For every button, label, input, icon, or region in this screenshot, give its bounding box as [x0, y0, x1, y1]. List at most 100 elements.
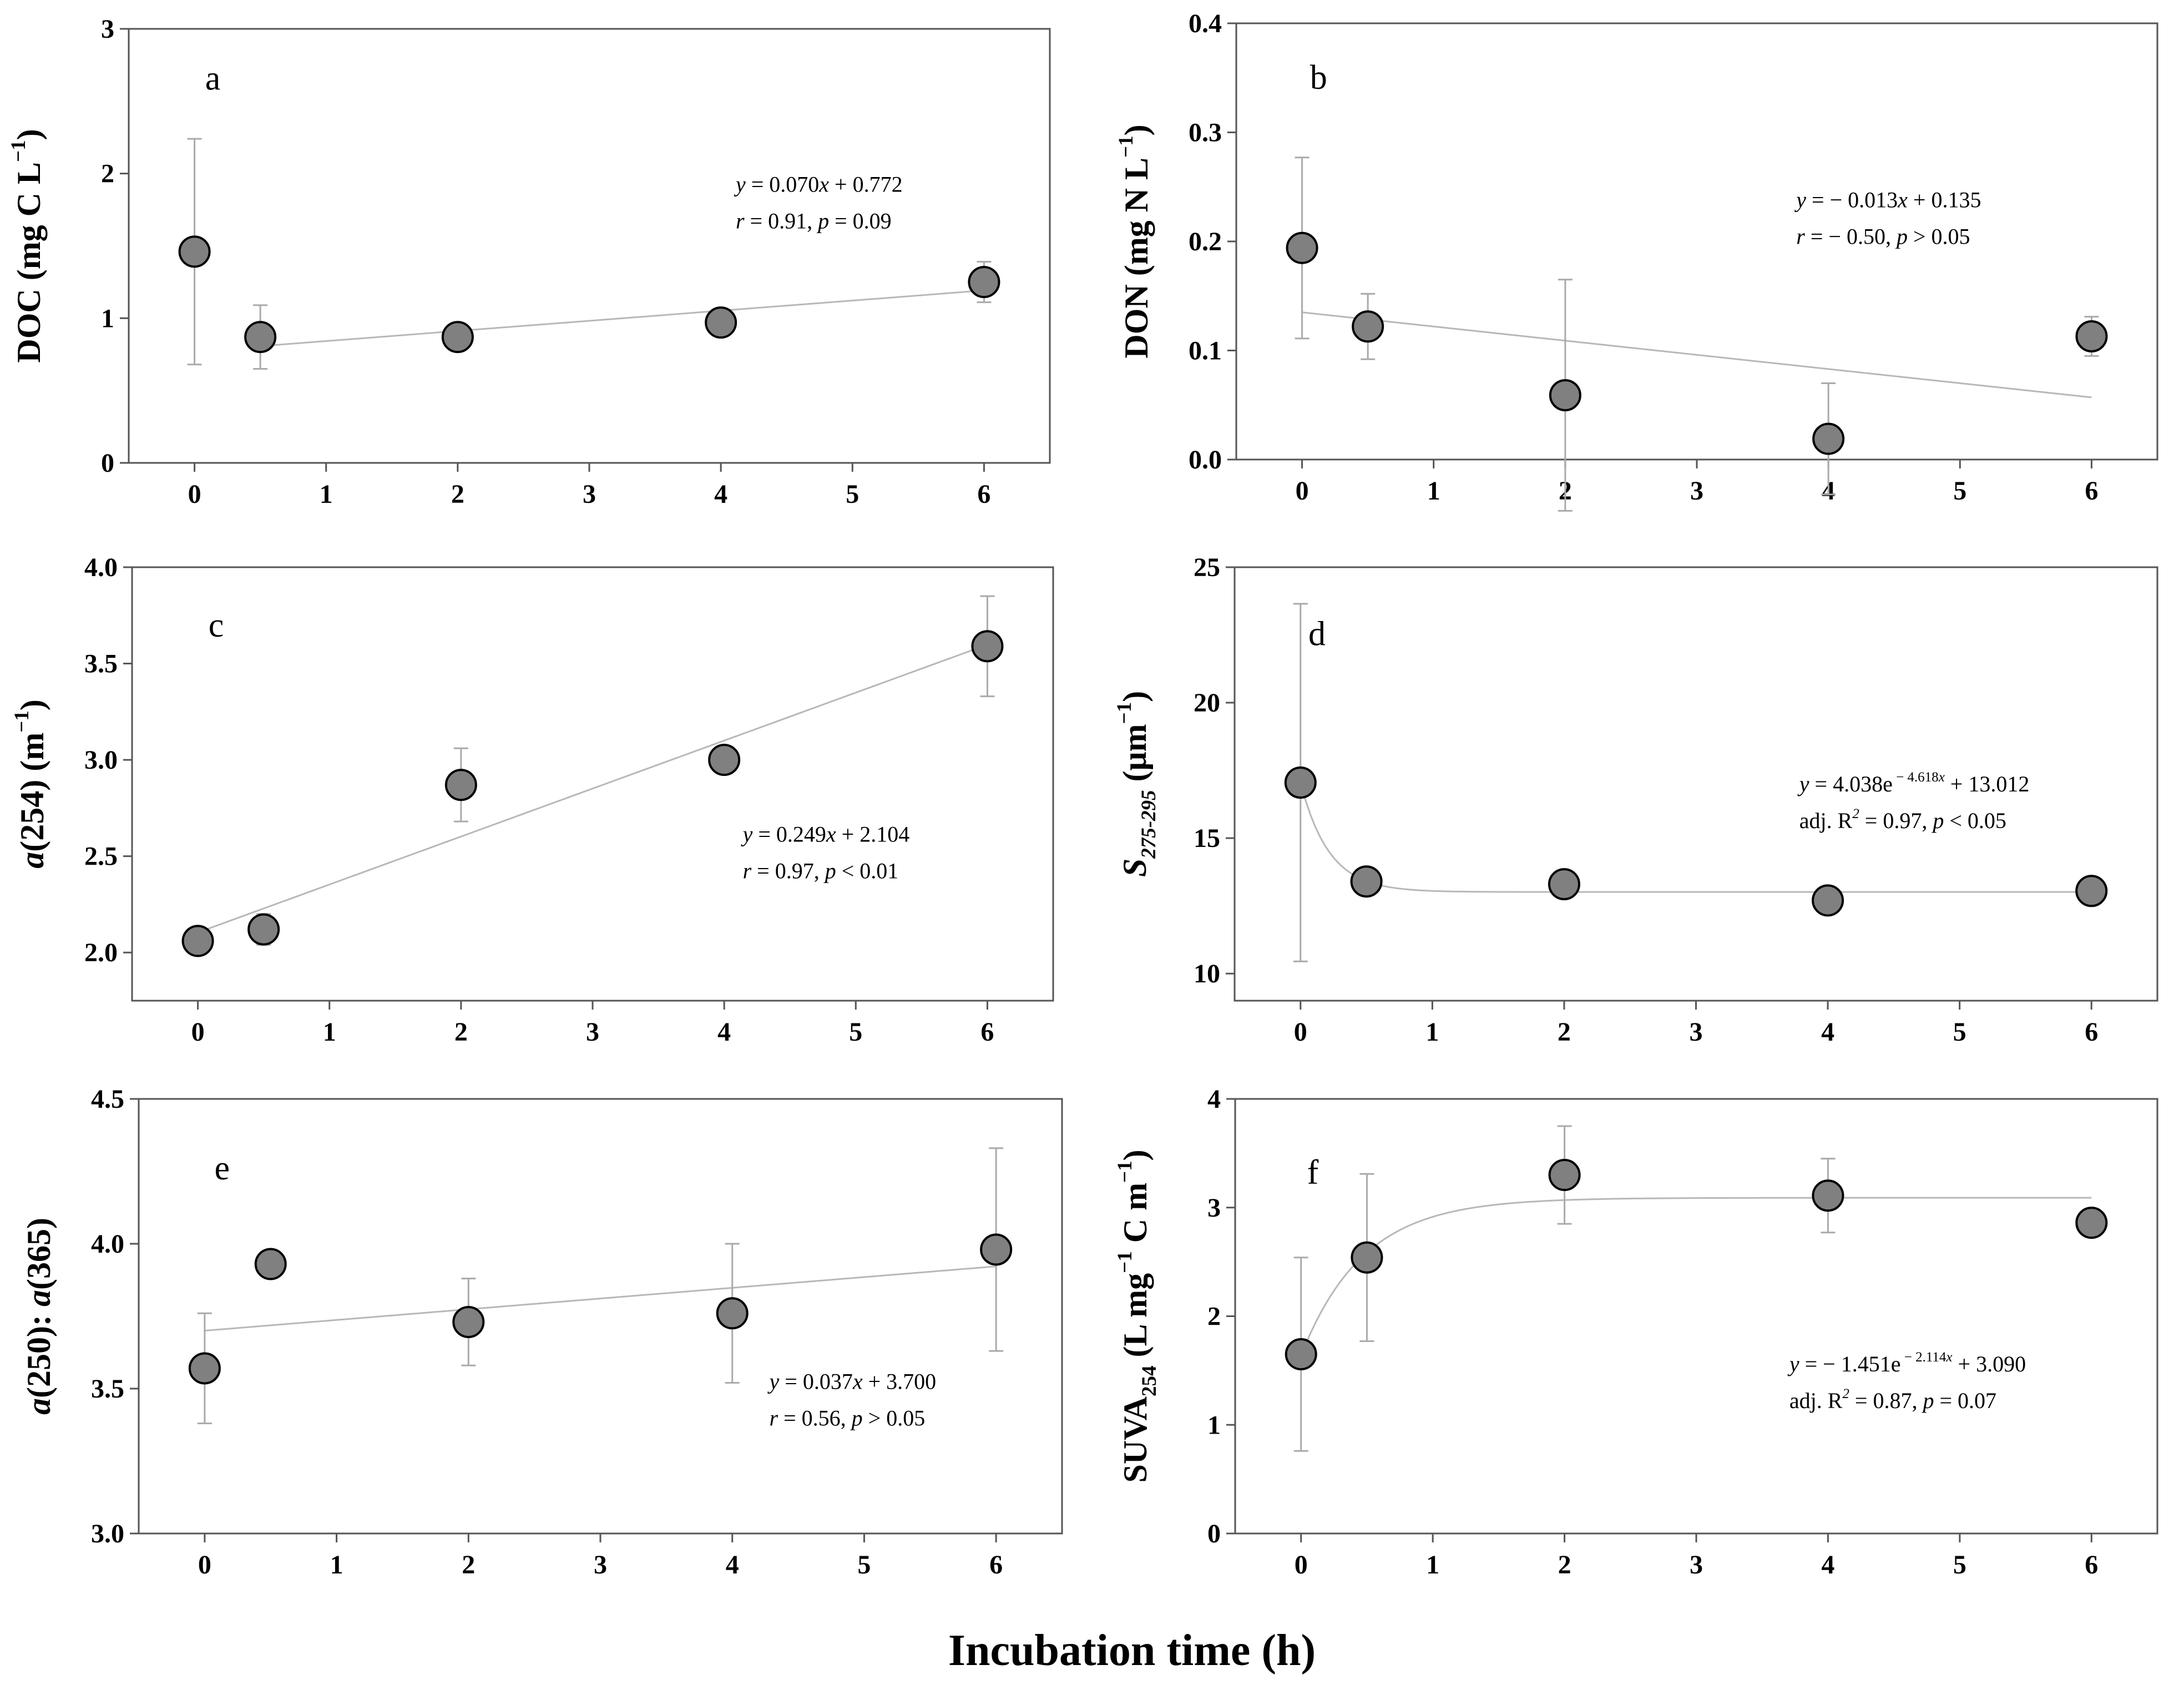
- y-tick-label: 0.4: [1189, 9, 1222, 38]
- x-tick-label: 5: [1953, 476, 1966, 506]
- text-part: = 4.038e: [1809, 771, 1893, 796]
- data-point: [705, 306, 737, 339]
- y-tick-label: 3.0: [84, 745, 118, 775]
- data-point: [2075, 1207, 2108, 1239]
- equation-line: r = − 0.50, p > 0.05: [1796, 224, 1970, 249]
- text-part: −1: [1114, 1161, 1136, 1183]
- text-part: > 0.05: [863, 1405, 926, 1430]
- fit-line: [1300, 782, 2092, 893]
- text-part: y: [767, 1369, 780, 1394]
- y-axis-label: DON (mg N L−1): [1115, 124, 1155, 358]
- x-tick-label: 4: [1821, 1017, 1834, 1047]
- text-part: + 2.104: [836, 821, 910, 846]
- data-point: [971, 630, 1004, 663]
- panel-e: 0 1 2 3 4 5 63.03.54.04.5a(250): a(365)ey = 0.…: [21, 1084, 1063, 1580]
- panel-letter: e: [214, 1149, 230, 1187]
- text-part: 254: [1138, 1366, 1161, 1397]
- text-part: = 0.91,: [745, 208, 818, 233]
- data-point: [1812, 422, 1845, 455]
- text-part: a: [21, 1398, 57, 1415]
- y-tick-label: 20: [1194, 688, 1220, 718]
- text-part: −1: [7, 140, 30, 162]
- text-part: = − 0.50,: [1805, 224, 1897, 249]
- equation-line: y = − 0.013x + 0.135: [1794, 188, 1981, 213]
- data-point: [1812, 884, 1844, 917]
- y-tick-label: 0: [101, 448, 114, 478]
- data-point: [452, 1305, 485, 1338]
- fit-line: [260, 289, 984, 347]
- y-tick-label: 2: [101, 159, 114, 189]
- text-part: = 0.07: [1934, 1388, 1996, 1413]
- data-point: [968, 266, 1000, 299]
- x-tick-label: 3: [1690, 1550, 1703, 1580]
- equation-line: y = 0.037x + 3.700: [767, 1369, 937, 1394]
- text-part: > 0.05: [1908, 224, 1970, 249]
- data-point: [1352, 310, 1384, 343]
- x-tick-label: 1: [1427, 476, 1440, 506]
- text-part: −1: [1113, 702, 1136, 724]
- text-part: < 0.01: [836, 858, 899, 883]
- x-tick-label: 1: [320, 480, 333, 509]
- x-tick-label: 5: [1953, 1017, 1966, 1047]
- text-part: p: [1895, 224, 1908, 249]
- x-tick-label: 0: [1294, 1017, 1307, 1047]
- y-tick-label: 3.5: [84, 649, 118, 679]
- x-tick-label: 5: [849, 1017, 862, 1047]
- data-point: [1548, 1159, 1581, 1192]
- x-tick-label: 0: [1295, 1550, 1308, 1580]
- data-point: [441, 321, 474, 354]
- text-part: (μm: [1116, 724, 1153, 790]
- text-part: y: [734, 171, 746, 196]
- y-tick-label: 4.5: [91, 1084, 124, 1114]
- data-point: [188, 1352, 221, 1385]
- data-point: [444, 769, 477, 801]
- panel-letter: b: [1310, 59, 1327, 97]
- panel-d: 0 1 2 3 4 5 6 10 15 20 25 S275-295 (μm−1) d y = 4.038…: [1113, 553, 2158, 1047]
- y-tick-label: 3.5: [91, 1374, 124, 1404]
- x-tick-label: 2: [451, 480, 464, 509]
- data-point: [181, 925, 214, 957]
- text-part: adj. R: [1799, 808, 1853, 833]
- text-part: C m: [1117, 1183, 1154, 1251]
- equation-line: adj. R2 = 0.97, p < 0.05: [1799, 806, 2006, 833]
- panel-letter: a: [205, 59, 221, 97]
- y-tick-label: 3: [101, 14, 114, 44]
- y-tick-label: 2.0: [84, 938, 118, 967]
- x-axis-title: Incubation time (h): [948, 1626, 1316, 1675]
- equation-line: adj. R2 = 0.87, p = 0.07: [1789, 1386, 1996, 1413]
- text-part: 2: [1842, 1386, 1849, 1401]
- data-point: [247, 913, 280, 946]
- text-part: + 0.135: [1908, 188, 1981, 213]
- text-part: DON (mg N L: [1118, 158, 1155, 359]
- data-point: [1549, 379, 1581, 412]
- y-tick-label: 2: [1207, 1302, 1221, 1331]
- text-part: (365): [21, 1218, 57, 1290]
- text-part: ): [14, 699, 50, 710]
- x-tick-label: 2: [454, 1017, 468, 1047]
- text-part: = 0.070: [746, 171, 820, 196]
- y-axis-label: SUVA254 (L mg−1 C m−1): [1114, 1149, 1161, 1482]
- data-point: [244, 321, 277, 354]
- y-tick-label: 1: [101, 304, 114, 333]
- text-part: r: [1796, 224, 1805, 249]
- x-tick-label: 0: [198, 1550, 211, 1580]
- text-part: x: [1938, 770, 1945, 785]
- text-part: − 2.114: [1901, 1350, 1947, 1365]
- panel-c: 0 1 2 3 4 5 6 2.0 2.5 3.0 3.5 4.0 a(254) (m−1) c y = 0…: [11, 553, 1054, 1047]
- data-point: [2075, 875, 2108, 907]
- panel-letter: f: [1307, 1154, 1319, 1192]
- x-tick-label: 5: [857, 1550, 871, 1580]
- y-tick-label: 0.0: [1189, 445, 1222, 475]
- text-part: (254) (m: [14, 733, 50, 852]
- text-part: = − 0.013: [1806, 188, 1898, 213]
- text-part: + 13.012: [1945, 771, 2030, 796]
- y-tick-label: 0.3: [1189, 118, 1222, 148]
- y-tick-label: 3.0: [91, 1519, 124, 1548]
- x-tick-label: 6: [980, 1017, 994, 1047]
- x-tick-label: 3: [594, 1550, 607, 1580]
- data-point: [708, 744, 741, 776]
- x-tick-label: 4: [714, 480, 727, 509]
- fit-line: [1300, 1197, 2092, 1356]
- data-point: [1812, 1179, 1844, 1212]
